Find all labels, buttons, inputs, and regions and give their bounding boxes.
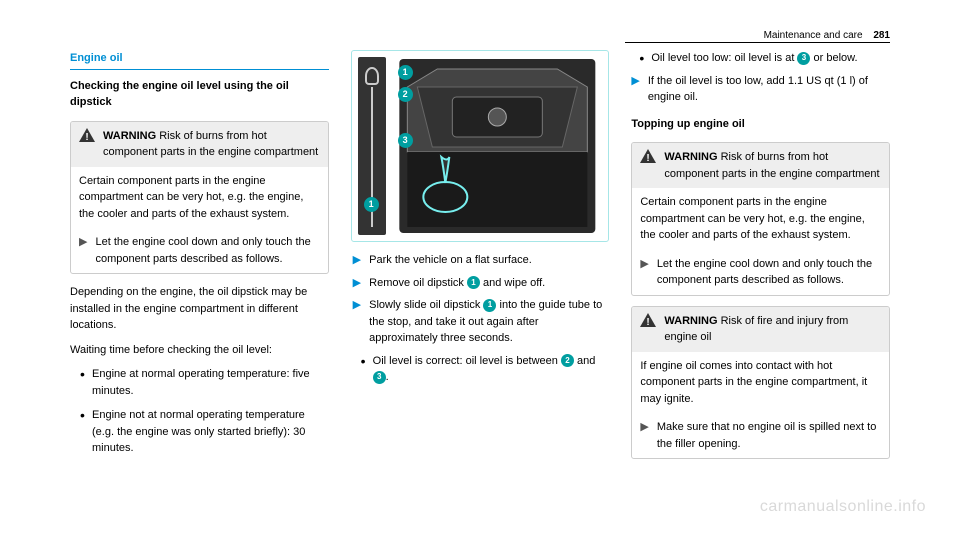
warning-box-2: ! WARNING Risk of burns from hot compone…	[631, 142, 890, 296]
warning-title-text: WARNING Risk of burns from hot component…	[664, 149, 881, 182]
step-arrow-icon: ▶	[353, 297, 361, 347]
txt: and	[574, 355, 595, 367]
txt: Remove oil dipstick	[369, 277, 467, 289]
callout-2: 2	[398, 87, 413, 102]
chevron-icon: ▶	[640, 419, 648, 452]
warning-label: WARNING	[103, 130, 156, 142]
warning-action-text: Make sure that no engine oil is spilled …	[657, 419, 881, 452]
step-text: Remove oil dipstick 1 and wipe off.	[369, 275, 545, 292]
chevron-icon: ▶	[640, 256, 648, 289]
warning-action-text: Let the engine cool down and only touch …	[95, 234, 319, 267]
warning-action: ▶ Let the engine cool down and only touc…	[632, 250, 889, 295]
paragraph-2: Waiting time before checking the oil lev…	[70, 342, 329, 359]
engine-diagram: 1 1 2 3	[351, 50, 610, 242]
warning-header: ! WARNING Risk of burns from hot compone…	[71, 122, 328, 167]
warning-box-3: ! WARNING Risk of fire and injury from e…	[631, 306, 890, 460]
warning-header: ! WARNING Risk of burns from hot compone…	[632, 143, 889, 188]
chevron-icon: ▶	[79, 234, 87, 267]
txt: .	[386, 371, 389, 383]
svg-text:!: !	[85, 132, 88, 142]
warning-icon: !	[79, 128, 95, 142]
step-text: If the oil level is too low, add 1.1 US …	[648, 73, 890, 106]
txt: and wipe off.	[480, 277, 545, 289]
wait-time-list: Engine at normal operating temperature: …	[70, 366, 329, 457]
warning-icon: !	[640, 149, 656, 163]
callout-inline-3: 3	[373, 371, 386, 384]
warning-icon: !	[640, 313, 656, 327]
warning-action: ▶ Let the engine cool down and only touc…	[71, 228, 328, 273]
step-arrow-icon: ▶	[631, 73, 639, 106]
warning-box-1: ! WARNING Risk of burns from hot compone…	[70, 121, 329, 275]
step-item: ▶ Slowly slide oil dipstick 1 into the g…	[353, 297, 610, 347]
callout-1: 1	[364, 197, 379, 212]
watermark: carmanualsonline.info	[760, 495, 926, 519]
svg-text:!: !	[647, 153, 650, 163]
callout-inline-3: 3	[797, 52, 810, 65]
result-list: Oil level is correct: oil level is betwe…	[353, 353, 610, 386]
dipstick-closeup: 1	[358, 57, 386, 235]
column-1: Engine oil Checking the engine oil level…	[70, 50, 329, 469]
warning-action-text: Let the engine cool down and only touch …	[657, 256, 881, 289]
warning-title-text: WARNING Risk of fire and injury from eng…	[664, 313, 881, 346]
callout-inline-1: 1	[467, 276, 480, 289]
svg-text:!: !	[647, 317, 650, 327]
header-rule	[625, 42, 890, 43]
warning-label: WARNING	[664, 315, 717, 327]
callout-1: 1	[398, 65, 413, 80]
warning-label: WARNING	[664, 151, 717, 163]
step-arrow-icon: ▶	[353, 252, 361, 269]
step-text: Park the vehicle on a flat surface.	[369, 252, 532, 269]
callout-3: 3	[398, 133, 413, 148]
txt: or below.	[810, 52, 857, 64]
subtitle-check-level: Checking the engine oil level using the …	[70, 78, 329, 111]
callout-inline-2: 2	[561, 354, 574, 367]
warning-header: ! WARNING Risk of fire and injury from e…	[632, 307, 889, 352]
list-item: Engine at normal operating temperature: …	[80, 366, 329, 399]
warning-body: If engine oil comes into contact with ho…	[632, 352, 889, 414]
step-item: ▶ Remove oil dipstick 1 and wipe off.	[353, 275, 610, 292]
warning-action: ▶ Make sure that no engine oil is spille…	[632, 413, 889, 458]
txt: Oil level too low: oil level is at	[651, 52, 797, 64]
column-2: 1 1 2 3 ▶ Park	[351, 50, 610, 469]
page-content: Engine oil Checking the engine oil level…	[0, 0, 960, 499]
engine-bay-illustration: 1 2 3	[392, 57, 603, 235]
warning-body: Certain component parts in the engine co…	[632, 188, 889, 250]
txt: Slowly slide oil dipstick	[369, 299, 483, 311]
column-3: Oil level too low: oil level is at 3 or …	[631, 50, 890, 469]
engine-svg	[392, 57, 603, 235]
step-item: ▶ Park the vehicle on a flat surface.	[353, 252, 610, 269]
paragraph-1: Depending on the engine, the oil dipstic…	[70, 284, 329, 334]
page-header: Maintenance and care 281	[764, 28, 890, 43]
step-item: ▶ If the oil level is too low, add 1.1 U…	[631, 73, 890, 106]
step-text: Slowly slide oil dipstick 1 into the gui…	[369, 297, 609, 347]
dipstick-handle-shape	[365, 67, 379, 85]
list-item: Oil level is correct: oil level is betwe…	[361, 353, 610, 386]
header-section: Maintenance and care	[764, 30, 863, 41]
warning-body: Certain component parts in the engine co…	[71, 167, 328, 229]
procedure-steps: ▶ Park the vehicle on a flat surface. ▶ …	[351, 252, 610, 386]
list-item: Engine not at normal operating temperatu…	[80, 407, 329, 457]
subtitle-topping-up: Topping up engine oil	[631, 116, 890, 133]
section-title: Engine oil	[70, 50, 329, 70]
step-arrow-icon: ▶	[353, 275, 361, 292]
page-number: 281	[873, 30, 890, 41]
result-list-cont: Oil level too low: oil level is at 3 or …	[631, 50, 890, 67]
list-item: Oil level too low: oil level is at 3 or …	[639, 50, 890, 67]
warning-title-text: WARNING Risk of burns from hot component…	[103, 128, 320, 161]
callout-inline-1: 1	[483, 299, 496, 312]
txt: Oil level is correct: oil level is betwe…	[373, 355, 561, 367]
